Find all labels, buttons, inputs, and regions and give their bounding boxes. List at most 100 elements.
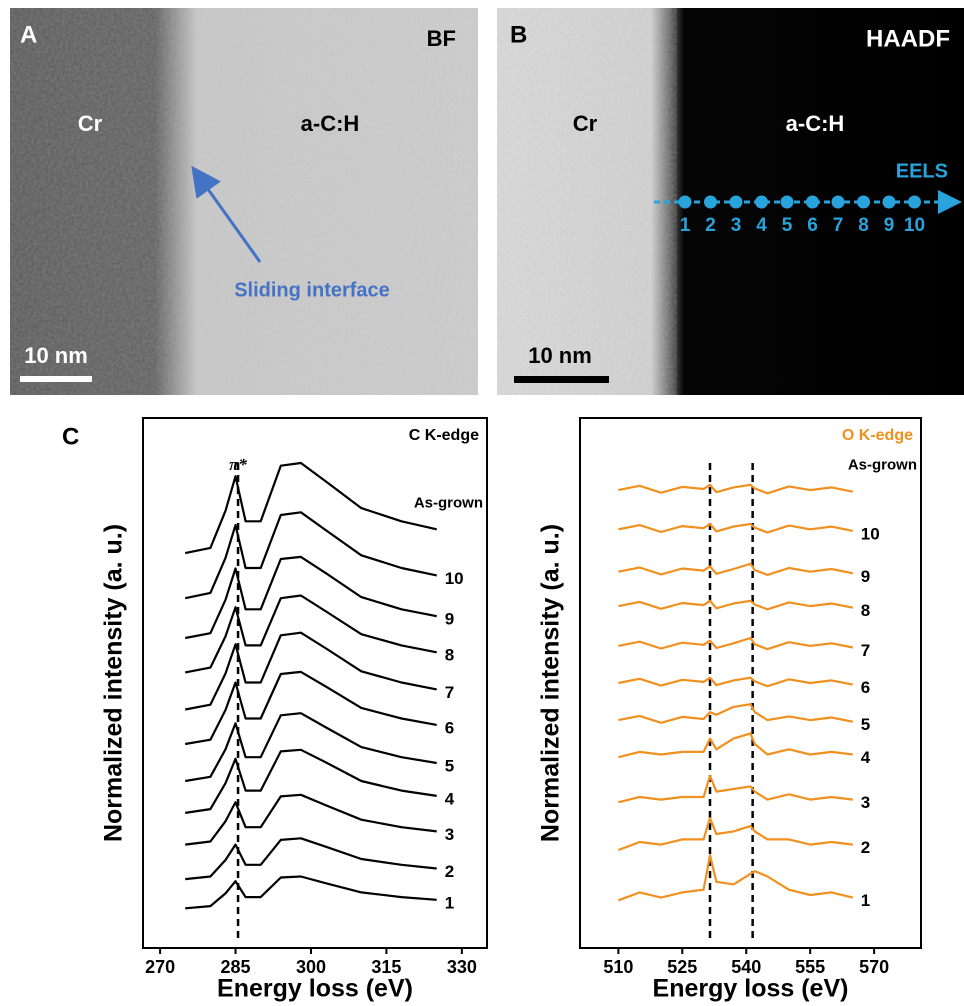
spectrum [618, 483, 854, 495]
x-tick-label: 285 [221, 957, 251, 977]
panel-a: A BF Cr a-C:H Sliding interface 10 nm [10, 8, 478, 395]
x-axis-label: Energy loss (eV) [653, 975, 849, 1003]
eels-point [908, 195, 921, 209]
eels-point-label: 10 [904, 215, 925, 236]
interface-arrow [191, 165, 262, 263]
series-label: 1 [861, 891, 870, 910]
mode-label: HAADF [866, 25, 950, 52]
x-tick-label: 570 [859, 957, 889, 977]
eels-point-label: 7 [833, 215, 844, 236]
series-label: 9 [861, 567, 870, 586]
eels-point-label: 6 [807, 215, 818, 236]
eels-point [755, 195, 768, 209]
spectrum [618, 774, 853, 804]
eels-point [678, 195, 692, 209]
panel-label: C [62, 423, 79, 450]
series-label: 4 [445, 789, 455, 808]
spectrum [184, 594, 437, 674]
x-tick-label: 555 [795, 957, 825, 977]
image-texture [497, 8, 677, 395]
eels-points: 1 2 3 4 5 6 7 8 9 10 [678, 195, 925, 236]
x-tick-label: 510 [603, 957, 633, 977]
region-label: a-C:H [786, 111, 845, 136]
series-label: As-grown [848, 457, 917, 474]
spectrum [618, 676, 854, 688]
eels-point-label: 9 [884, 215, 895, 236]
series-label: As-grown [414, 494, 483, 511]
spectrum [618, 599, 854, 611]
series-label: 3 [445, 825, 454, 844]
series-label: 2 [445, 862, 454, 881]
spectrum [184, 461, 437, 555]
spectrum [185, 712, 437, 783]
spectrum [184, 555, 437, 640]
series-label: 7 [445, 683, 454, 702]
eels-label: EELS [896, 160, 948, 182]
spectrum [185, 670, 437, 746]
spectrum [185, 875, 437, 910]
plot-frame [579, 417, 922, 949]
spectrum [185, 748, 437, 814]
chart-title: O K-edge [842, 427, 913, 444]
region-label: Cr [573, 111, 598, 136]
eels-point-label: 3 [731, 215, 742, 236]
annotation: π* [229, 455, 247, 474]
series-label: 8 [445, 646, 454, 665]
scale-label: 10 nm [528, 343, 592, 368]
chart-title: C K-edge [409, 427, 479, 444]
eels-point [729, 195, 743, 209]
spectrum [618, 636, 854, 651]
series-label: 4 [861, 748, 871, 767]
series-label: 1 [445, 893, 454, 912]
x-tick-label: 330 [447, 957, 477, 977]
spectrum [618, 703, 854, 724]
image-texture [10, 8, 478, 395]
x-tick-label: 300 [296, 957, 326, 977]
spectrum [618, 817, 853, 852]
series-label: 10 [445, 569, 464, 588]
plot-frame [142, 417, 488, 949]
series-label: 3 [861, 793, 870, 812]
scale-bar [514, 376, 609, 383]
series-label: 10 [861, 524, 880, 543]
series-label: 5 [445, 757, 454, 776]
panel-b: B HAADF Cr a-C:H EELS 1 2 3 4 5 6 7 8 9 10 10 nm [497, 8, 964, 395]
series-label: 7 [861, 641, 870, 660]
series-label: 6 [445, 718, 454, 737]
arrow-label: Sliding interface [234, 279, 390, 301]
series-label: 5 [861, 715, 870, 734]
spectrum [618, 854, 854, 902]
spectrum [184, 511, 437, 600]
series-label: 9 [445, 610, 454, 629]
scale-bar [20, 376, 92, 382]
eels-point-label: 5 [782, 215, 793, 236]
spectrum [184, 631, 437, 711]
eels-point [780, 195, 794, 209]
eels-point-label: 1 [680, 215, 691, 236]
series-label: 8 [861, 601, 870, 620]
series-label: 2 [861, 838, 870, 857]
spectrum [185, 793, 437, 846]
panel-label: A [20, 21, 37, 48]
spectrum [618, 732, 853, 759]
eels-point [704, 195, 717, 209]
panel-label: B [510, 21, 527, 48]
x-tick-label: 315 [371, 957, 401, 977]
spectrum [618, 522, 854, 534]
y-axis-label: Normalized intensity (a. u.) [537, 524, 565, 842]
eels-point-label: 2 [705, 215, 716, 236]
x-tick-label: 540 [731, 957, 761, 977]
eels-point [882, 195, 896, 209]
eels-point [831, 195, 845, 209]
spectrum [185, 837, 437, 881]
x-tick-label: 525 [667, 957, 697, 977]
region-label: Cr [78, 111, 103, 136]
eels-point [857, 195, 870, 209]
y-axis-label: Normalized intensity (a. u.) [100, 524, 128, 842]
x-tick-label: 270 [145, 957, 175, 977]
region-label: a-C:H [301, 111, 360, 136]
eels-point [806, 195, 819, 209]
series-label: 6 [861, 678, 870, 697]
mode-label: BF [427, 26, 456, 51]
